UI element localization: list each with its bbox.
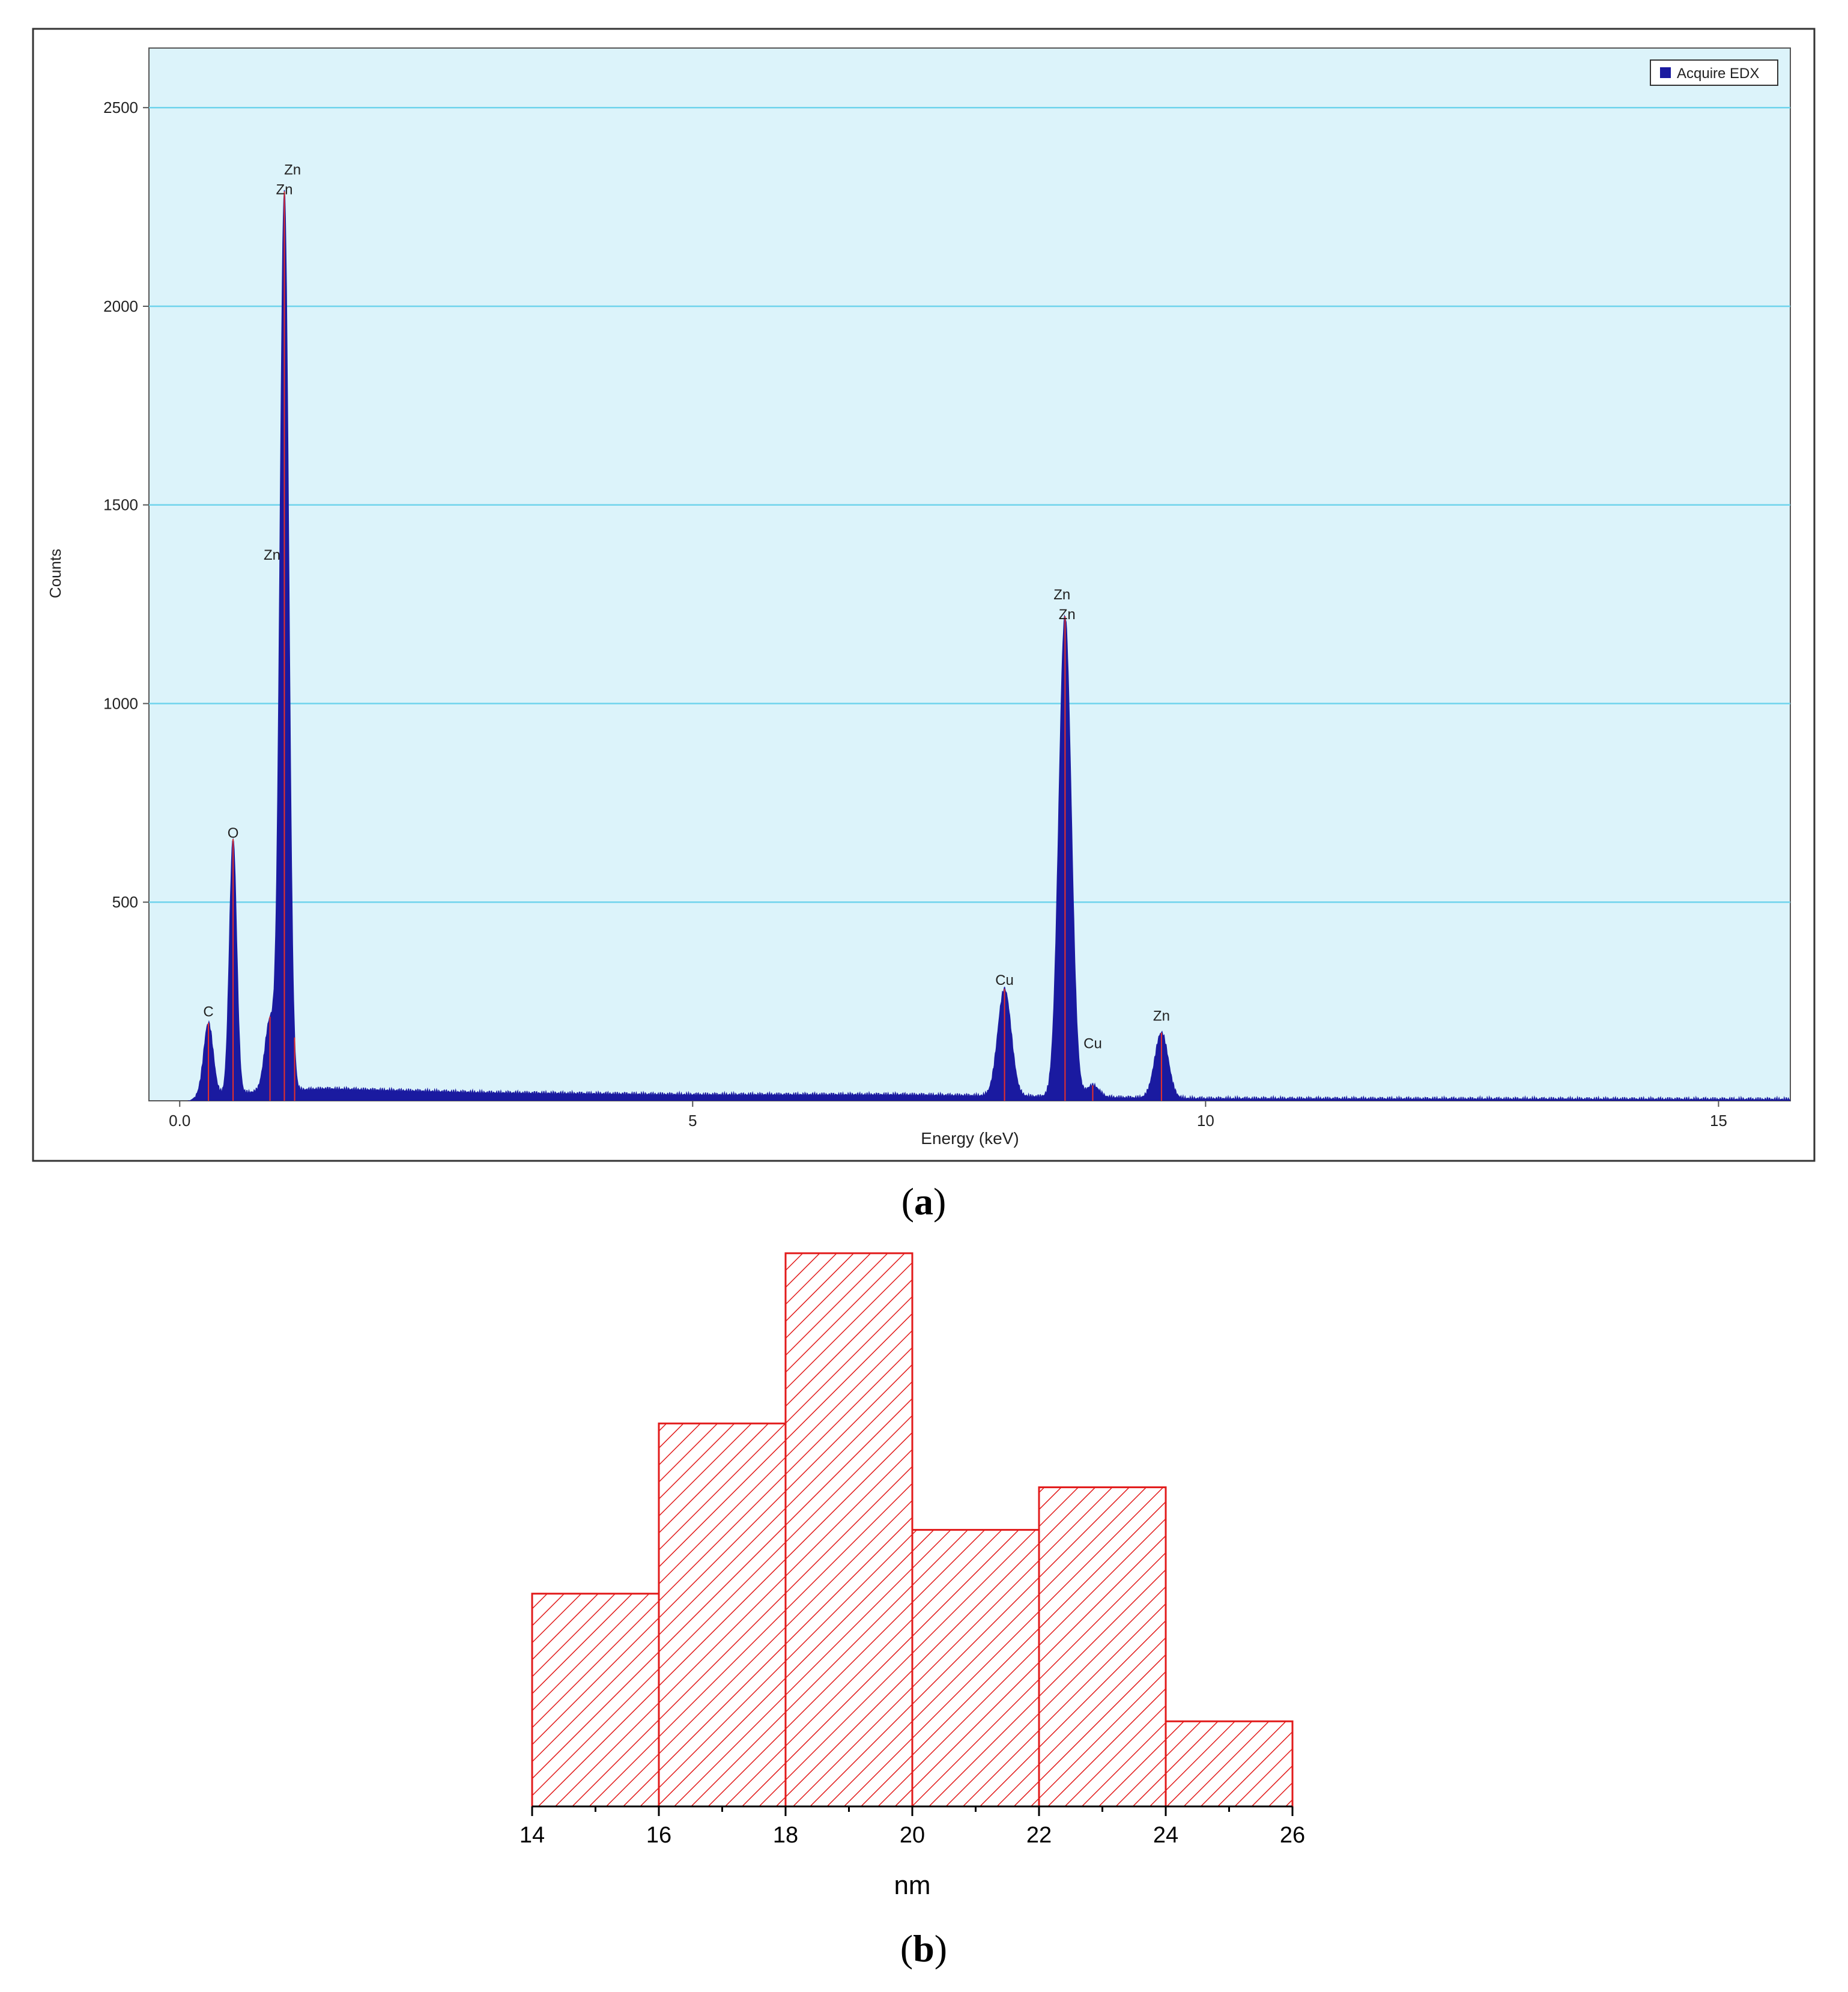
histogram-bar xyxy=(531,1593,660,1808)
histogram-bar xyxy=(1038,1486,1167,1808)
y-tick-label: 2000 xyxy=(103,297,138,315)
legend: Acquire EDX xyxy=(1650,59,1778,86)
histogram-x-tick-label: 18 xyxy=(773,1823,798,1848)
histogram-x-tick-label: 26 xyxy=(1280,1823,1305,1848)
histogram-x-tick-label: 14 xyxy=(520,1823,545,1848)
panel-a-caption-letter: a xyxy=(914,1180,933,1223)
histogram-x-tick-label: 24 xyxy=(1153,1823,1178,1848)
y-tick-label: 500 xyxy=(112,893,138,911)
panel-a-caption: (a) xyxy=(901,1180,947,1223)
peak-label-c: C xyxy=(203,1004,213,1020)
y-axis-title: Counts xyxy=(46,549,64,598)
legend-label: Acquire EDX xyxy=(1677,65,1759,82)
panel-b: 14 16 18 20 22 24 26 nm xyxy=(520,1252,1305,1900)
panel-b-caption: (b) xyxy=(900,1927,947,1970)
histogram-x-tick-label: 16 xyxy=(646,1823,671,1848)
peak-label-zn: Zn xyxy=(264,547,280,563)
peak-label-cu: Cu xyxy=(1083,1036,1102,1052)
histogram-bar xyxy=(658,1422,787,1808)
histogram-bar xyxy=(1165,1720,1294,1808)
legend-box xyxy=(1650,59,1778,86)
histogram-bar xyxy=(784,1252,913,1808)
y-tick-label: 1500 xyxy=(103,496,138,514)
histogram-x-tick-label: 22 xyxy=(1026,1823,1052,1848)
y-tick-label: 2500 xyxy=(103,98,138,117)
edx-spectrum-series xyxy=(187,190,1790,1101)
peak-label-zn: Zn xyxy=(1053,587,1070,603)
panel-b-caption-letter: b xyxy=(913,1927,935,1970)
x-tick-label: 0.0 xyxy=(169,1112,190,1130)
peak-label-cu: Cu xyxy=(995,972,1014,988)
x-tick-label: 10 xyxy=(1197,1112,1214,1130)
edx-plot-area xyxy=(148,47,1791,1101)
panel-a: 500 1000 1500 2000 2500 0.0 5 10 15 C O Zn Zn Zn Cu Zn… xyxy=(32,28,1816,1162)
peak-label-zn: Zn xyxy=(284,162,301,178)
histogram-x-tick-label: 20 xyxy=(900,1823,925,1848)
x-tick-label: 15 xyxy=(1710,1112,1727,1130)
peak-label-o: O xyxy=(228,825,239,841)
histogram-x-axis-title: nm xyxy=(894,1871,930,1900)
peak-label-zn: Zn xyxy=(1059,607,1076,623)
peak-label-zn: Zn xyxy=(1153,1008,1170,1024)
y-tick-label: 1000 xyxy=(103,694,138,712)
legend-swatch xyxy=(1660,67,1671,78)
x-tick-label: 5 xyxy=(688,1112,697,1130)
histogram-bar xyxy=(911,1528,1040,1808)
peak-label-zn: Zn xyxy=(276,181,292,198)
x-axis-title: Energy (keV) xyxy=(921,1129,1019,1148)
